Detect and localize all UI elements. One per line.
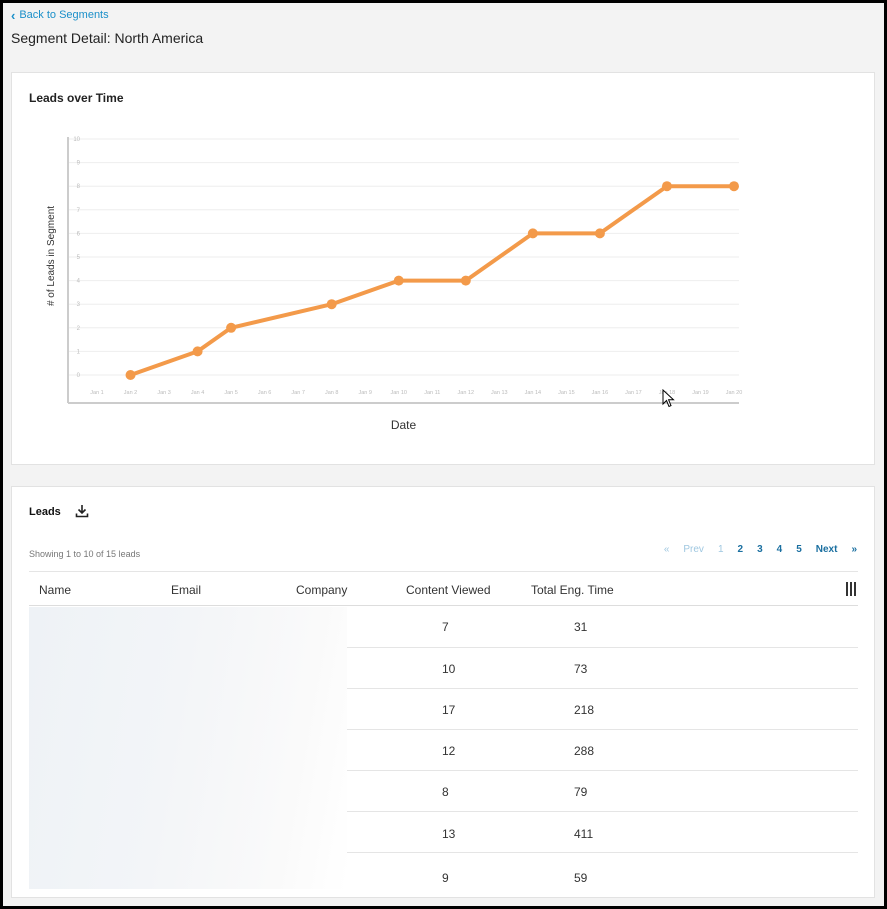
series-line <box>129 184 734 377</box>
x-tick-label: Jan 4 <box>191 390 204 396</box>
y-tick-label: 6 <box>77 231 81 237</box>
table-row[interactable]: 7 31 <box>29 607 858 648</box>
pager-page-5[interactable]: 5 <box>796 544 802 555</box>
x-tick-label: Jan 14 <box>525 390 542 396</box>
content-viewed-cell: 12 <box>442 744 456 758</box>
y-tick-label: 7 <box>77 208 81 214</box>
pager-prev[interactable]: Prev <box>683 544 704 555</box>
leads-card: Leads Showing 1 to 10 of 15 leads « Prev… <box>11 486 875 898</box>
table-row[interactable]: 9 59 <box>29 853 858 894</box>
y-axis-label: # of Leads in Segment <box>46 206 57 306</box>
x-tick-label: Jan 1 <box>90 390 103 396</box>
total-time-cell: 288 <box>574 744 595 758</box>
x-tick-label: Jan 3 <box>157 390 170 396</box>
pager-page-3[interactable]: 3 <box>757 544 763 555</box>
content-viewed-cell: 9 <box>442 871 449 885</box>
back-link-label: Back to Segments <box>19 9 109 21</box>
x-tick-label: Jan 19 <box>692 390 709 396</box>
table-row[interactable]: 13 411 <box>29 812 858 853</box>
x-tick-label: Jan 9 <box>358 390 371 396</box>
total-time-cell: 73 <box>574 662 588 676</box>
pager-page-1[interactable]: 1 <box>717 544 724 555</box>
chart-title: Leads over Time <box>29 91 124 105</box>
content-viewed-cell: 8 <box>442 785 449 799</box>
y-tick-label: 8 <box>77 184 81 190</box>
pagination: « Prev 1 2 3 4 5 Next » <box>657 544 864 555</box>
column-content-viewed[interactable]: Content Viewed <box>406 583 491 597</box>
data-point <box>729 181 739 192</box>
y-tick-label: 5 <box>77 255 81 261</box>
content-viewed-cell: 13 <box>442 827 456 841</box>
x-tick-label: Jan 12 <box>458 390 475 396</box>
pager-page-4[interactable]: 4 <box>776 544 783 555</box>
data-point <box>326 299 337 310</box>
data-point <box>393 275 404 286</box>
column-company[interactable]: Company <box>296 583 348 597</box>
table-row[interactable]: 12 288 <box>29 730 858 771</box>
leads-title: Leads <box>29 506 61 518</box>
page-title: Segment Detail: North America <box>11 30 204 46</box>
data-point <box>661 181 672 192</box>
mouse-cursor-icon <box>662 389 675 408</box>
y-tick-label: 1 <box>77 349 81 355</box>
pager-next[interactable]: Next <box>815 544 838 555</box>
column-email[interactable]: Email <box>171 583 202 597</box>
column-chooser-icon[interactable] <box>846 582 858 596</box>
x-tick-label: Jan 18 <box>659 390 676 396</box>
x-tick-label: Jan 7 <box>291 390 304 396</box>
x-tick-label: Jan 5 <box>224 390 237 396</box>
table-row[interactable]: 8 79 <box>29 771 858 812</box>
y-tick-label: 3 <box>77 302 81 308</box>
data-point <box>125 370 136 380</box>
total-time-cell: 411 <box>574 827 594 841</box>
content-viewed-cell: 10 <box>442 662 456 676</box>
data-point <box>460 275 471 286</box>
y-tick-label: 10 <box>73 137 80 143</box>
total-time-cell: 79 <box>574 785 588 799</box>
data-point <box>226 322 237 333</box>
total-time-cell: 218 <box>574 703 595 717</box>
redacted-lead-details <box>29 607 347 889</box>
chevron-left-icon: ‹ <box>11 7 16 23</box>
column-total-eng-time[interactable]: Total Eng. Time <box>531 583 614 597</box>
back-to-segments-link[interactable]: ‹ Back to Segments <box>11 7 109 23</box>
data-point <box>527 228 538 239</box>
table-row[interactable]: 10 73 <box>29 648 858 689</box>
x-tick-label: Jan 2 <box>124 390 137 396</box>
pager-last[interactable]: » <box>851 544 857 555</box>
content-viewed-cell: 17 <box>442 703 456 717</box>
y-tick-label: 2 <box>77 326 81 332</box>
x-tick-label: Jan 20 <box>726 390 743 396</box>
table-header: Name Email Company Content Viewed Total … <box>29 571 858 606</box>
leads-line-chart: 0 1 2 3 4 5 6 7 8 9 10 Jan 1 Jan 2 Jan 3 Jan 4 Jan 5 Jan… <box>46 137 743 432</box>
x-tick-label: Jan 6 <box>258 390 271 396</box>
x-tick-label: Jan 11 <box>424 390 440 396</box>
x-tick-label: Jan 17 <box>625 390 642 396</box>
download-icon[interactable] <box>74 503 90 519</box>
data-point <box>594 228 605 239</box>
x-tick-label: Jan 8 <box>325 390 338 396</box>
table-row[interactable]: 17 218 <box>29 689 858 730</box>
data-point <box>192 346 203 357</box>
x-tick-label: Jan 13 <box>491 390 508 396</box>
pager-first[interactable]: « <box>663 544 670 555</box>
total-time-cell: 59 <box>574 871 588 885</box>
x-tick-label: Jan 10 <box>390 390 407 396</box>
y-tick-label: 0 <box>77 373 81 379</box>
x-tick-label: Jan 15 <box>558 390 575 396</box>
pager-page-2[interactable]: 2 <box>737 544 744 555</box>
chart-card: Leads over Time 0 1 2 3 4 5 6 7 8 9 10 Jan 1 Jan 2 Ja… <box>11 72 875 465</box>
content-viewed-cell: 7 <box>442 620 449 634</box>
y-tick-label: 9 <box>77 161 81 167</box>
y-tick-label: 4 <box>77 279 81 285</box>
column-name[interactable]: Name <box>39 583 72 597</box>
showing-count: Showing 1 to 10 of 15 leads <box>29 549 141 559</box>
x-tick-label: Jan 16 <box>592 390 609 396</box>
x-axis-label: Date <box>391 418 417 432</box>
total-time-cell: 31 <box>574 620 588 634</box>
